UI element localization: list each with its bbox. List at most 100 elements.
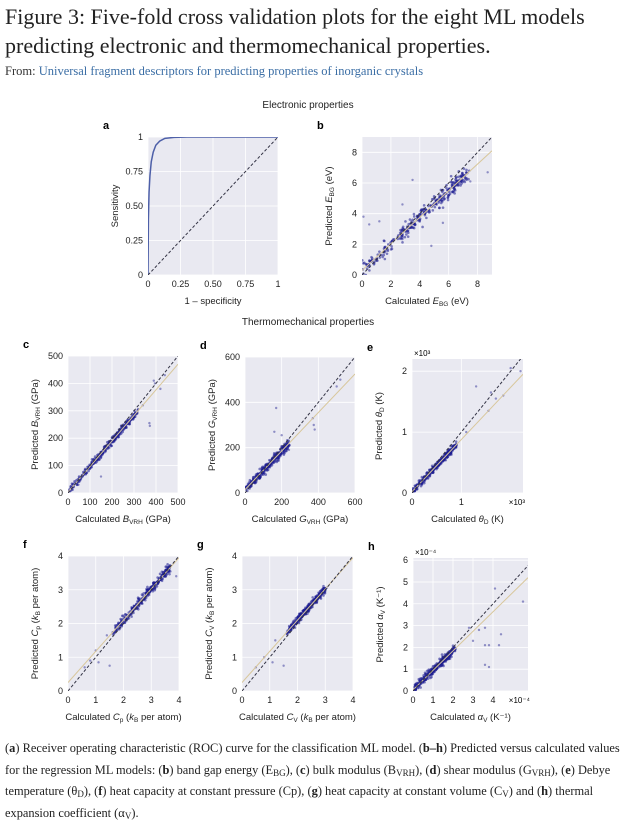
- scatter-point: [459, 184, 462, 187]
- y-tick-label: 3: [403, 621, 408, 631]
- y-tick-label: 0: [138, 270, 143, 280]
- x-tick-label: 1: [459, 497, 464, 507]
- axis-label-part: (eV): [324, 166, 335, 187]
- scatter-point: [252, 475, 255, 479]
- scatter-point: [453, 187, 457, 191]
- caption-subscript: D: [77, 789, 84, 799]
- scatter-point: [429, 203, 432, 207]
- scatter-outlier-point: [499, 633, 503, 636]
- x-tick-label: 0: [65, 497, 70, 507]
- scatter-point: [315, 601, 319, 605]
- x-axis-label: 1 – specificity: [184, 296, 241, 307]
- scatter-point: [460, 171, 464, 175]
- source-article-link[interactable]: Universal fragment descriptors for predi…: [38, 64, 424, 78]
- scatter-point: [87, 469, 90, 473]
- axis-label-part: (K⁻¹): [487, 712, 510, 723]
- scatter-point: [404, 220, 407, 223]
- plot-marks: [148, 137, 278, 275]
- section-title-electronic: Electronic properties: [262, 100, 353, 111]
- y-tick-label: 3: [232, 585, 237, 595]
- scatter-point: [279, 453, 283, 456]
- identity-diagonal-line: [412, 359, 522, 493]
- axis-label-part: p: [120, 717, 124, 724]
- scatter-outlier-point: [411, 178, 414, 182]
- axis-label-part: θ: [479, 514, 485, 525]
- scatter-point: [417, 677, 421, 681]
- scatter-outlier-point: [105, 634, 109, 637]
- section-title-thermomechanical: Thermomechanical properties: [242, 317, 374, 328]
- plot-marks: [68, 556, 179, 691]
- axis-label-part: BG: [329, 187, 336, 196]
- scatter-outlier-point: [335, 385, 338, 388]
- x-axis-label: Calculated EBG (eV): [385, 296, 469, 308]
- scatter-point: [412, 226, 416, 230]
- caption-subscript: BG: [273, 767, 286, 778]
- scatter-point: [368, 269, 371, 272]
- x-tick-label: 4: [176, 695, 181, 705]
- axis-label-part: Predicted: [375, 620, 386, 663]
- scatter-point: [419, 208, 423, 212]
- axis-label-part: V: [209, 625, 216, 630]
- caption-text: ), (: [83, 784, 99, 798]
- scatter-point: [391, 238, 395, 241]
- scatter-point: [454, 440, 458, 444]
- scatter-point: [467, 177, 470, 181]
- scatter-outlier-point: [271, 661, 274, 664]
- scatter-point: [441, 190, 444, 194]
- axis-label-part: VRH: [129, 519, 143, 526]
- fit-line: [245, 373, 355, 490]
- scatter-point: [144, 598, 147, 602]
- scatter-outlier-point: [483, 644, 487, 647]
- scatter-point: [412, 486, 415, 490]
- scatter-outlier-point: [287, 448, 291, 452]
- scatter-point: [437, 201, 440, 204]
- x-tick-label: 400: [148, 497, 163, 507]
- scatter-point: [434, 668, 437, 672]
- x-tick-label: 0: [359, 279, 364, 289]
- scatter-point: [284, 443, 288, 446]
- caption-text: ), (: [285, 762, 301, 777]
- axis-label-part: VRH: [212, 407, 219, 421]
- y-axis-label: Predicted αV (K⁻¹): [375, 586, 387, 662]
- scatter-point: [389, 248, 393, 251]
- scatter-outlier-point: [282, 664, 285, 667]
- scatter-point: [415, 681, 419, 685]
- x-exponent-label: ×10⁻⁴: [509, 696, 531, 705]
- scatter-outlier-point: [465, 430, 468, 434]
- x-axis-label: Calculated CV (kB per atom): [239, 712, 356, 724]
- y-tick-label: 3: [58, 585, 63, 595]
- caption-panel-ref: g: [311, 784, 318, 798]
- scatter-point: [117, 435, 120, 439]
- caption-subscript: VRH: [531, 767, 551, 778]
- y-tick-label: 200: [225, 443, 240, 453]
- scatter-outlier-point: [477, 628, 481, 632]
- scatter-point: [423, 213, 427, 217]
- scatter-point: [420, 482, 424, 486]
- axis-label-part: B: [134, 717, 138, 724]
- scatter-point: [132, 604, 136, 608]
- scatter-outlier-point: [280, 434, 283, 437]
- y-tick-label: 400: [225, 397, 240, 407]
- y-exponent-label: ×10³: [414, 349, 431, 358]
- axis-label-part: per atom): [204, 567, 215, 610]
- y-tick-label: 2: [232, 619, 237, 629]
- y-tick-label: 0: [235, 488, 240, 498]
- plot-marks: [362, 137, 492, 275]
- x-tick-label: 1: [275, 279, 280, 289]
- axis-label-part: (: [204, 619, 215, 626]
- x-tick-label: 0: [410, 695, 415, 705]
- x-tick-label: 4: [417, 279, 422, 289]
- scatter-point: [277, 458, 280, 461]
- scatter-point: [364, 273, 368, 275]
- scatter-point: [441, 206, 445, 209]
- caption-panel-ref: b–h: [422, 741, 443, 755]
- scatter-outlier-point: [401, 203, 404, 206]
- caption-panel-ref: c: [300, 762, 306, 777]
- panel-c: c 0 100 200 300 400 500 0 100 200 300 400 500 Calcula…: [23, 339, 186, 526]
- scatter-point: [427, 669, 430, 673]
- scatter-outlier-point: [378, 220, 381, 223]
- scatter-point: [420, 475, 424, 479]
- identity-diagonal-line: [245, 357, 355, 493]
- axis-label-part: p: [35, 626, 42, 630]
